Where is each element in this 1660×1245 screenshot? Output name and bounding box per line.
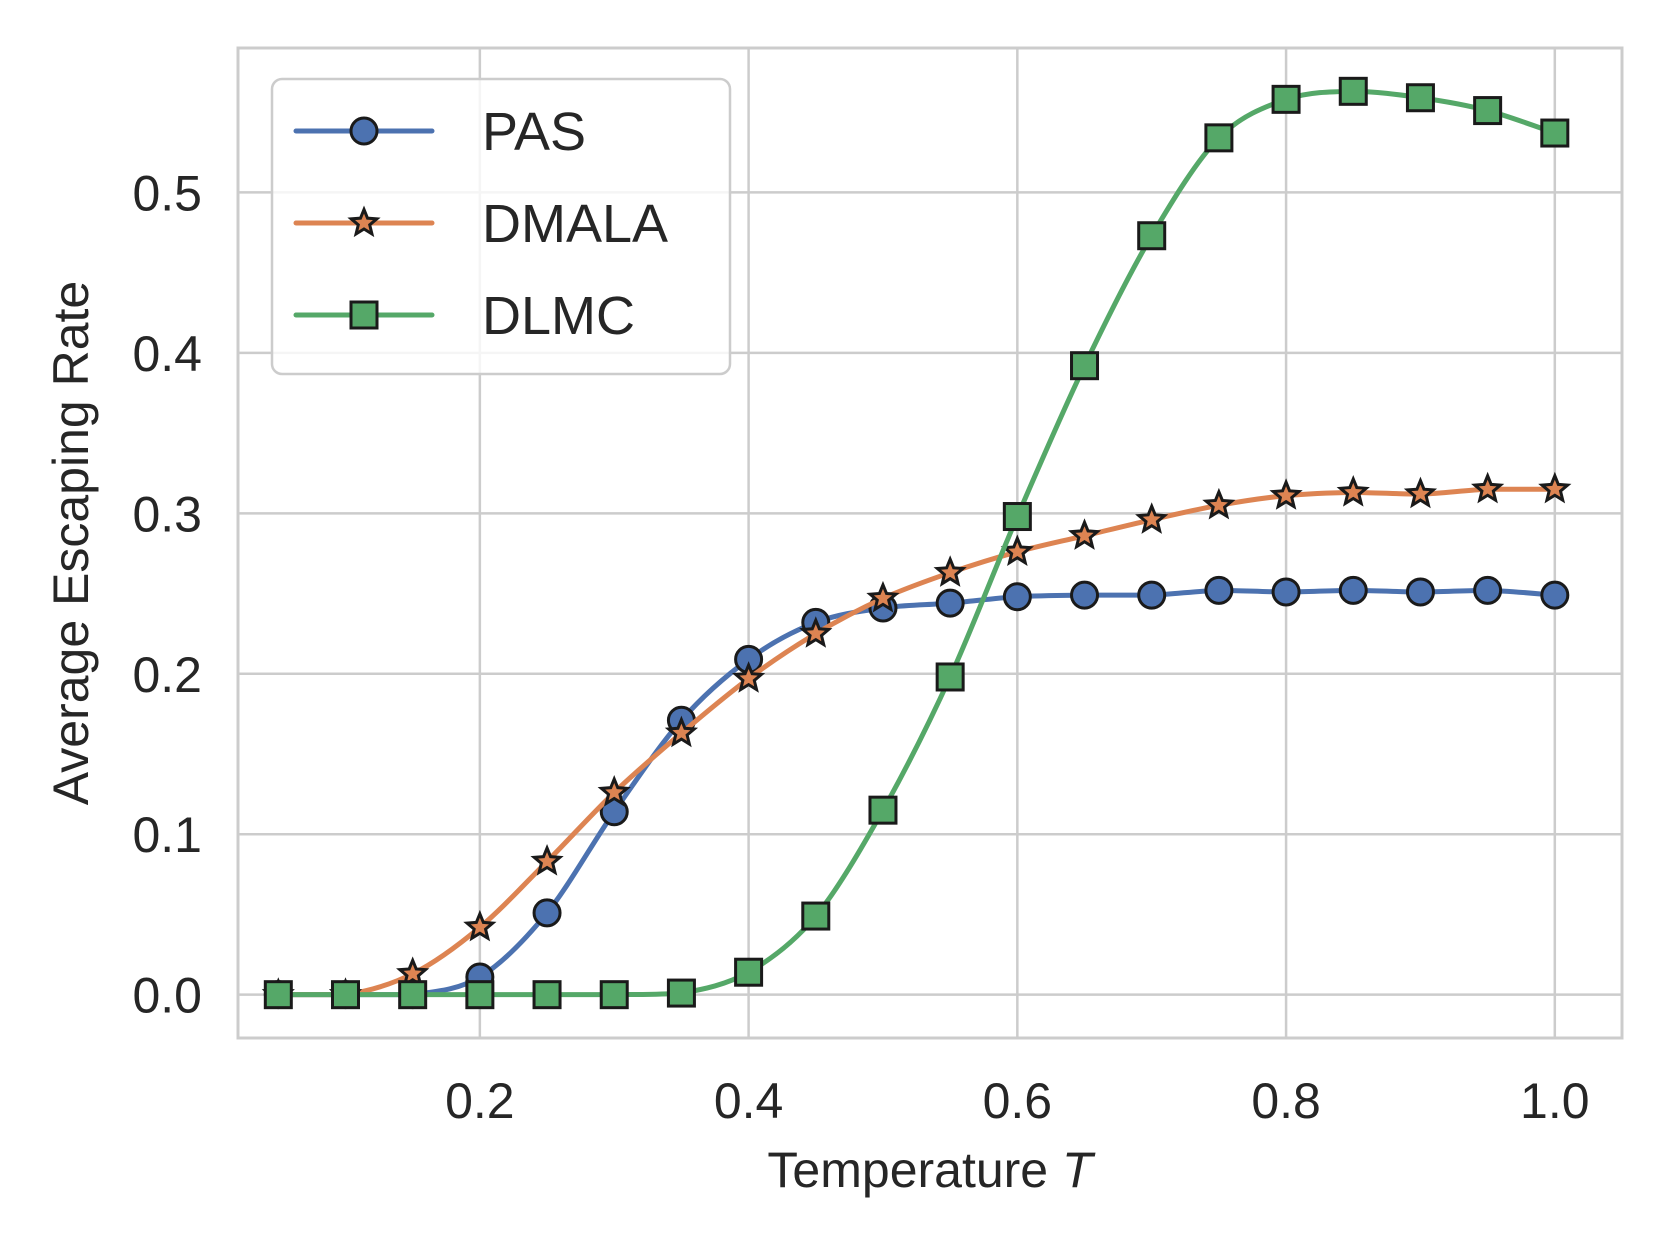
legend: PAS DMALA DLMC <box>270 77 732 376</box>
plot-frame <box>236 46 1624 1040</box>
data-point-dmala <box>1202 487 1236 520</box>
data-point-dmala <box>396 956 430 988</box>
data-point-dmala <box>933 555 967 587</box>
data-point-dmala <box>664 715 699 748</box>
data-point-pas <box>1405 577 1435 607</box>
data-point-dlmc <box>666 978 696 1008</box>
data-point-dmala <box>1403 476 1438 509</box>
legend-marker-dmala <box>347 205 381 238</box>
data-point-dmala <box>530 844 564 876</box>
series-dmala <box>261 471 1572 1009</box>
data-point-dlmc <box>1002 502 1032 532</box>
data-point-dlmc <box>1137 221 1167 251</box>
data-point-dmala <box>463 909 497 942</box>
data-point-dmala <box>1471 471 1505 504</box>
data-point-dlmc <box>599 980 629 1010</box>
data-point-dlmc <box>1405 83 1435 113</box>
legend-box <box>270 77 732 376</box>
data-point-dlmc <box>330 980 360 1010</box>
data-point-dlmc <box>263 980 293 1010</box>
legend-marker-pas <box>349 116 379 146</box>
data-point-dlmc <box>868 795 898 825</box>
data-point-dmala <box>1067 518 1102 550</box>
data-point-dlmc <box>465 980 495 1010</box>
data-point-dmala <box>1135 502 1169 534</box>
x-tick-label: 1.0 <box>1520 1073 1590 1129</box>
x-tick-label: 0.8 <box>1251 1073 1321 1129</box>
x-tick-label: 0.6 <box>983 1073 1053 1129</box>
legend-label-dmala: DMALA <box>482 194 668 254</box>
data-point-dlmc <box>1473 96 1503 126</box>
data-point-dlmc <box>1338 76 1368 106</box>
data-point-dmala <box>1538 471 1572 504</box>
legend-item-dmala: DMALA <box>293 194 668 254</box>
legend-label-pas: PAS <box>482 102 586 162</box>
data-point-dmala <box>1336 474 1370 507</box>
y-tick-label: 0.0 <box>132 968 202 1024</box>
data-point-dlmc <box>1271 84 1301 114</box>
data-point-dlmc <box>734 957 764 987</box>
x-axis-label: Temperature T <box>767 1142 1096 1198</box>
legend-item-pas: PAS <box>293 102 586 162</box>
series-dlmc <box>263 76 1570 1010</box>
data-point-dmala <box>597 775 631 807</box>
x-tick-label: 0.2 <box>445 1073 515 1129</box>
data-point-dlmc <box>801 901 831 931</box>
y-tick-label: 0.2 <box>132 647 202 703</box>
data-point-dlmc <box>532 980 562 1010</box>
data-point-pas <box>1473 575 1503 605</box>
data-point-dmala <box>799 616 833 648</box>
data-point-dlmc <box>935 662 965 692</box>
series-layer <box>261 76 1572 1010</box>
data-point-pas <box>1204 575 1234 605</box>
y-axis-label: Average Escaping Rate <box>43 281 99 805</box>
legend-item-dlmc: DLMC <box>293 286 635 346</box>
data-point-pas <box>1540 580 1570 610</box>
data-point-dmala <box>731 661 766 693</box>
data-point-dmala <box>1269 478 1303 510</box>
data-point-dlmc <box>1070 351 1100 381</box>
data-point-pas <box>1070 580 1100 610</box>
legend-marker-dlmc <box>349 300 379 330</box>
x-tick-label: 0.4 <box>714 1073 784 1129</box>
data-point-pas <box>1338 575 1368 605</box>
data-point-dlmc <box>1540 118 1570 148</box>
y-tick-label: 0.5 <box>132 165 202 221</box>
data-point-pas <box>935 588 965 618</box>
data-point-dlmc <box>1204 123 1234 153</box>
y-tick-label: 0.4 <box>132 326 202 382</box>
legend-label-dlmc: DLMC <box>482 286 635 346</box>
data-point-pas <box>532 898 562 928</box>
data-point-pas <box>1137 580 1167 610</box>
data-point-pas <box>1002 582 1032 612</box>
data-point-dmala <box>866 580 900 613</box>
data-point-dlmc <box>398 980 428 1010</box>
y-tick-label: 0.3 <box>132 486 202 542</box>
tick-labels: 0.2 0.4 0.6 0.8 1.0 0.0 0.1 0.2 0.3 0.4 0.5 <box>132 165 1589 1129</box>
data-point-dmala <box>1000 534 1034 566</box>
y-tick-label: 0.1 <box>132 807 202 863</box>
data-point-pas <box>1271 577 1301 607</box>
